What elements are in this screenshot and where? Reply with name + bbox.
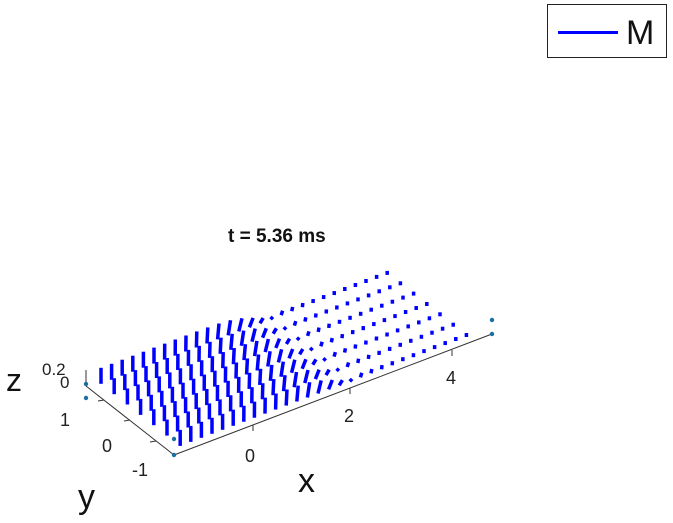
chart-title: t = 5.36 ms <box>228 226 326 247</box>
x-axis-line <box>173 333 493 456</box>
magnetization-arrow <box>292 371 299 388</box>
magnetization-arrow <box>311 358 318 366</box>
y-tick-mark <box>149 440 157 443</box>
magnetization-arrow <box>284 389 289 406</box>
corner-marker <box>489 317 495 323</box>
magnetization-arrow <box>332 351 338 358</box>
magnetization-arrow <box>329 337 334 343</box>
legend: M <box>547 4 667 58</box>
magnetization-arrow <box>326 379 334 391</box>
x-tick-label: 0 <box>245 446 256 466</box>
magnetization-arrow <box>295 385 300 402</box>
magnetization-arrow <box>231 348 236 365</box>
magnetization-arrow <box>250 328 257 343</box>
x-tick-label: 4 <box>446 368 457 388</box>
magnetization-arrow <box>369 368 374 374</box>
magnetization-arrow <box>274 337 282 349</box>
y-tick-mark <box>123 419 131 422</box>
magnetization-arrow <box>305 382 312 398</box>
magnetization-arrow <box>348 377 354 383</box>
magnetization-arrow <box>345 361 351 368</box>
magnetization-arrow <box>308 346 314 352</box>
y-tick-label: -1 <box>132 460 149 480</box>
magnetization-arrow <box>282 325 288 331</box>
z-axis-label: z <box>6 362 22 398</box>
magnetization-arrow <box>260 327 268 339</box>
magnetization-arrow <box>335 367 341 373</box>
legend-line-swatch <box>558 31 618 34</box>
magnetization-arrow <box>266 351 272 367</box>
magnetization-arrow <box>284 337 292 345</box>
magnetization-arrow <box>271 379 276 396</box>
y-tick-label: 1 <box>60 410 71 430</box>
corner-marker <box>171 436 177 442</box>
magnetization-arrow <box>356 358 361 364</box>
magnetization-arrow <box>281 375 287 392</box>
magnetization-arrow <box>316 379 323 394</box>
magnetization-arrow <box>322 357 327 362</box>
magnetization-arrow <box>337 379 344 387</box>
magnetization-arrow <box>287 348 295 360</box>
corner-markers <box>83 317 495 458</box>
magnetization-arrow <box>252 340 259 357</box>
magnetization-arrow <box>269 315 275 321</box>
magnetization-arrow <box>279 310 285 316</box>
magnetization-arrow <box>276 348 284 363</box>
corner-marker <box>83 381 89 387</box>
magnetization-arrow <box>263 338 271 353</box>
legend-label: M <box>626 14 655 52</box>
magnetization-arrow <box>300 358 308 370</box>
magnetization-arrow <box>305 330 311 337</box>
x-axis-label: x <box>298 462 315 500</box>
magnetization-arrow <box>342 347 348 353</box>
magnetization-arrow <box>303 369 310 384</box>
magnetization-arrow <box>298 348 305 356</box>
corner-marker <box>171 452 177 458</box>
magnetization-arrow <box>239 330 246 347</box>
magnetization-arrow <box>205 327 210 344</box>
magnetization-arrow <box>290 306 295 312</box>
y-tick-mark <box>97 399 105 402</box>
arrow-field <box>99 270 469 446</box>
magnetization-arrow <box>215 323 221 340</box>
magnetization-arrow <box>244 358 250 375</box>
corner-marker <box>489 331 495 337</box>
corner-marker <box>83 395 89 401</box>
magnetization-arrow <box>279 361 286 378</box>
magnetization-arrow <box>316 327 321 333</box>
y-tick-label: 0 <box>102 436 113 456</box>
z-tick-label: 0.2 <box>42 360 66 379</box>
magnetization-arrow <box>313 369 321 380</box>
magnetization-arrow <box>255 354 261 371</box>
magnetization-arrow <box>358 372 364 378</box>
magnetization-arrow <box>295 336 301 342</box>
magnetization-arrow <box>319 341 324 347</box>
magnetization-arrow <box>226 319 233 336</box>
y-axis-label: y <box>78 478 95 516</box>
z-tick-label: 0 <box>60 373 70 392</box>
magnetization-arrow <box>324 368 331 376</box>
magnetization-arrow <box>242 344 248 361</box>
magnetization-arrow <box>271 327 278 335</box>
magnetization-arrow <box>268 364 274 381</box>
magnetization-arrow <box>247 317 255 328</box>
x-tick-label: 2 <box>344 406 355 426</box>
magnetization-arrow <box>218 337 223 354</box>
magnetization-arrow <box>237 317 244 332</box>
magnetization-arrow <box>292 320 298 327</box>
magnetization-arrow <box>229 333 234 350</box>
magnetization-arrow <box>289 359 297 374</box>
magnetization-arrow <box>258 368 263 385</box>
magnetization-arrow <box>303 316 308 322</box>
magnetization-arrow <box>258 317 265 325</box>
